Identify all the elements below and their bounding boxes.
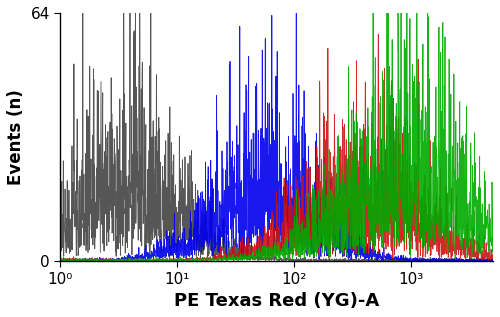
X-axis label: PE Texas Red (YG)-A: PE Texas Red (YG)-A [174, 292, 380, 310]
Y-axis label: Events (n): Events (n) [7, 89, 25, 185]
